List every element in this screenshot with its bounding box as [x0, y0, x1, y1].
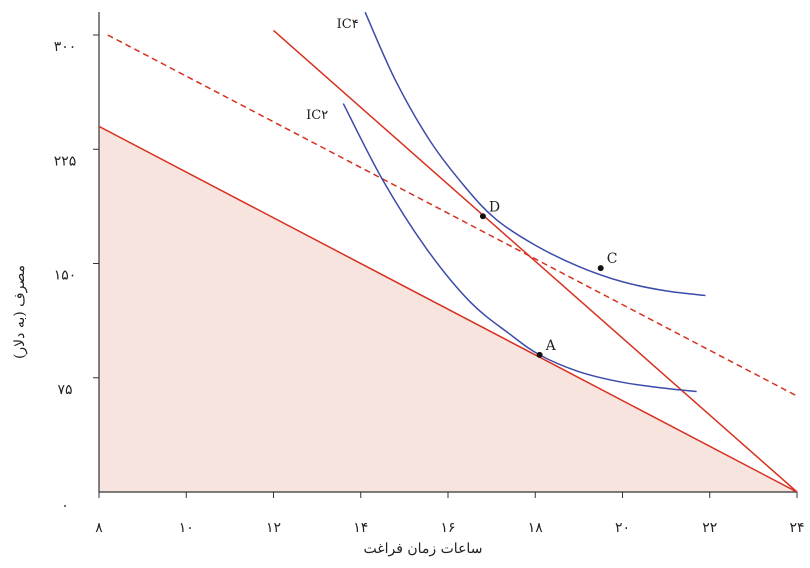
point-label-A: A [545, 338, 557, 354]
x-tick-label: ۱۲ [266, 520, 281, 536]
points-layer: A C D [479, 199, 618, 358]
x-tick-label: ۱۶ [440, 520, 455, 536]
point-D [479, 213, 486, 220]
x-tick-label: ۱۴ [353, 520, 368, 536]
y-tick-label: ۳۰۰ [54, 39, 77, 55]
x-tick-label: ۱۸ [528, 520, 544, 536]
y-tick-label: ۱۵۰ [54, 268, 77, 284]
series-line-4 [364, 11, 706, 297]
point-A [536, 351, 543, 358]
curve-label-1: IC۲ [306, 108, 328, 123]
series-line-1 [273, 29, 798, 492]
x-tick-label: ۲۰ [615, 520, 630, 536]
series-layer [99, 11, 798, 492]
x-tick-label: ۲۲ [702, 520, 717, 536]
x-tick-label: ۱۰ [179, 520, 194, 536]
series-line-0 [99, 125, 798, 492]
curve-label-0: IC۴ [337, 17, 359, 32]
y-tick-label: ۷۵ [57, 382, 72, 398]
labels-layer: IC۴ IC۲ [306, 17, 359, 123]
point-label-C: C [607, 251, 618, 267]
point-C [597, 265, 604, 272]
y-tick-label: ۰ [61, 498, 69, 514]
y-axis-title: مصرف (به دلار) [12, 265, 28, 359]
x-tick-label: ۸ [95, 520, 103, 536]
y-tick-label: ۲۲۵ [54, 153, 77, 169]
point-label-D: D [489, 199, 500, 215]
ticks: ۸ ۱۰ ۱۲ ۱۴ ۱۶ ۱۸ ۲۰ ۲۲ ۲۴ ۰ ۷۵ ۱۵۰ ۲۲۵ ۳۰۰ [54, 34, 805, 536]
x-axis-title: ساعات زمان فراغت [364, 541, 483, 557]
x-tick-label: ۲۴ [789, 520, 804, 536]
series-line-3 [342, 103, 697, 393]
